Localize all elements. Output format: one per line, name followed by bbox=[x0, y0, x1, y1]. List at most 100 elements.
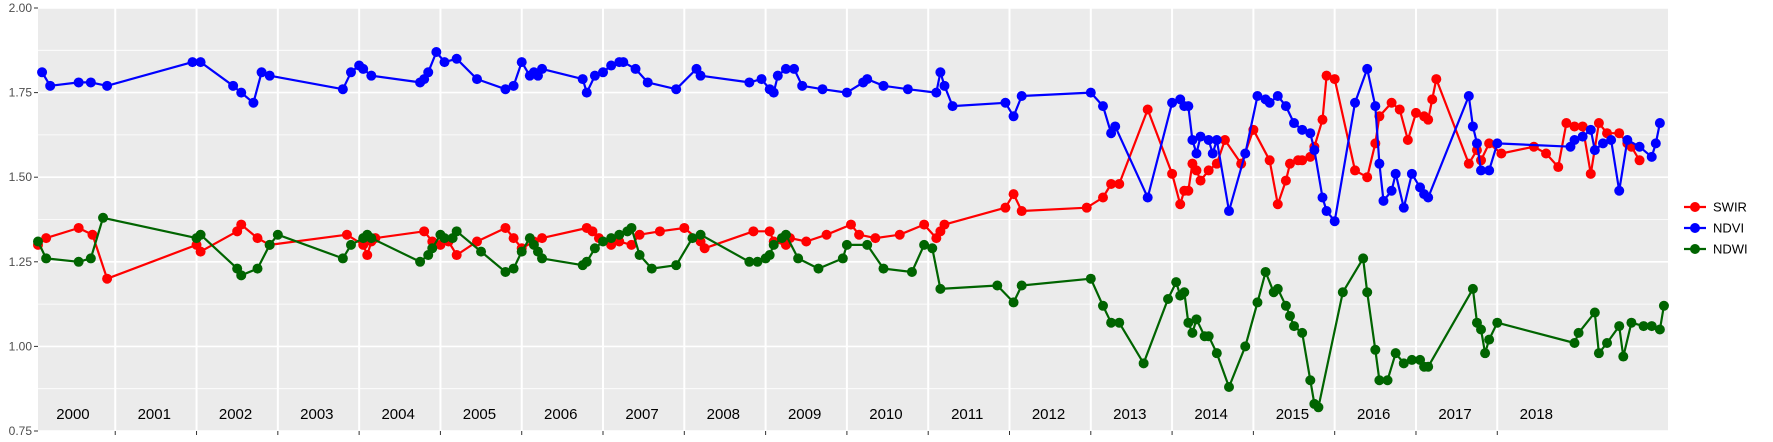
ndvi-point bbox=[236, 87, 247, 98]
ndwi-point bbox=[1618, 351, 1629, 362]
swir-point bbox=[1528, 141, 1539, 152]
ndwi-point bbox=[1272, 283, 1283, 294]
swir-point bbox=[500, 222, 511, 233]
ndvi-point bbox=[1097, 101, 1108, 112]
ndvi-point bbox=[1142, 192, 1153, 203]
swir-point bbox=[764, 226, 775, 237]
ndvi-point bbox=[598, 67, 609, 78]
ndvi-point bbox=[1654, 118, 1665, 129]
year-label: 2010 bbox=[869, 406, 902, 423]
swir-point bbox=[1203, 165, 1214, 176]
ndvi-point bbox=[630, 63, 641, 74]
swir-point bbox=[919, 219, 930, 230]
ndvi-point bbox=[1577, 131, 1588, 142]
swir-point bbox=[236, 219, 247, 230]
ndvi-point bbox=[797, 80, 808, 91]
swir-point bbox=[1219, 134, 1230, 145]
ndwi-point bbox=[606, 233, 617, 244]
ndvi-point bbox=[1297, 124, 1308, 135]
ndwi-point bbox=[1211, 348, 1222, 359]
ndwi-point bbox=[1163, 294, 1174, 305]
year-label: 2011 bbox=[951, 406, 983, 423]
ndvi-point bbox=[1167, 97, 1178, 108]
ndwi-point bbox=[1008, 297, 1019, 308]
ndwi-point bbox=[780, 229, 791, 240]
ndwi-point bbox=[508, 263, 519, 274]
swir-point bbox=[1585, 168, 1596, 179]
ndwi-point bbox=[1114, 317, 1125, 328]
ndwi-point bbox=[1382, 375, 1393, 386]
swir-point bbox=[1284, 158, 1295, 169]
ndwi-point bbox=[1097, 300, 1108, 311]
year-label: 2005 bbox=[463, 406, 496, 423]
swir-point bbox=[1106, 178, 1117, 189]
ndwi-point bbox=[614, 229, 625, 240]
swir-point bbox=[1329, 74, 1340, 85]
grid-lines bbox=[38, 7, 1668, 432]
ndvi-point bbox=[1471, 138, 1482, 149]
ndwi-point bbox=[1313, 402, 1324, 413]
ndwi-point bbox=[862, 239, 873, 250]
ndvi-point bbox=[1370, 101, 1381, 112]
ndwi-point bbox=[841, 239, 852, 250]
ndvi-point bbox=[1374, 158, 1385, 169]
swir-point bbox=[1097, 192, 1108, 203]
swir-point bbox=[1317, 114, 1328, 125]
ndvi-point bbox=[939, 80, 950, 91]
ndwi-point bbox=[451, 226, 462, 237]
ndwi-point bbox=[1183, 317, 1194, 328]
ndwi-point bbox=[1654, 324, 1665, 335]
swir-point bbox=[801, 236, 812, 247]
ndwi-point bbox=[813, 263, 824, 274]
year-label: 2018 bbox=[1520, 406, 1553, 423]
swir-point bbox=[1297, 155, 1308, 166]
ndvi-point bbox=[1406, 168, 1417, 179]
ndwi-point bbox=[1171, 277, 1182, 288]
swir-point bbox=[451, 250, 462, 261]
ndwi-point bbox=[1370, 344, 1381, 355]
ndwi-point bbox=[264, 239, 275, 250]
swir-point bbox=[419, 226, 430, 237]
ndvi-point bbox=[1272, 90, 1283, 101]
series-layer bbox=[33, 46, 1669, 413]
ndwi-point bbox=[73, 256, 84, 267]
swir-point bbox=[1431, 74, 1442, 85]
swir-point bbox=[1183, 185, 1194, 196]
ndvi-point bbox=[187, 57, 198, 68]
ndvi-point bbox=[581, 87, 592, 98]
ndvi-point bbox=[431, 46, 442, 57]
ndvi-point bbox=[1191, 148, 1202, 159]
series-ndwi bbox=[33, 212, 1669, 413]
ndvi-point bbox=[756, 74, 767, 85]
ndwi-point bbox=[337, 253, 348, 264]
ndvi-point bbox=[1569, 134, 1580, 145]
ndvi-point bbox=[1085, 87, 1096, 98]
ndvi-point bbox=[1240, 148, 1251, 159]
swir-point bbox=[1000, 202, 1011, 213]
ndwi-point bbox=[695, 229, 706, 240]
ndwi-point bbox=[1252, 297, 1263, 308]
ndvi-point bbox=[947, 101, 958, 112]
ndwi-point bbox=[687, 233, 698, 244]
ndvi-point bbox=[1252, 90, 1263, 101]
ndwi-point bbox=[1614, 321, 1625, 332]
ndwi-point bbox=[1573, 327, 1584, 338]
ndwi-point bbox=[927, 243, 938, 254]
ndwi-point bbox=[33, 236, 43, 247]
ndvi-point bbox=[1378, 195, 1389, 206]
ndvi-point bbox=[1223, 206, 1234, 217]
ndwi-point bbox=[935, 283, 946, 294]
swir-point bbox=[1167, 168, 1178, 179]
ndvi-point bbox=[1492, 138, 1503, 149]
ndvi-point bbox=[345, 67, 356, 78]
ndwi-point bbox=[1658, 300, 1669, 311]
ndwi-point bbox=[1476, 324, 1487, 335]
ndwi-point bbox=[1187, 327, 1198, 338]
ndvi-point bbox=[1000, 97, 1011, 108]
swir-point bbox=[1211, 158, 1222, 169]
ndvi-point bbox=[1211, 134, 1222, 145]
swir-point bbox=[1423, 114, 1434, 125]
ndwi-point bbox=[1638, 321, 1649, 332]
ndwi-point bbox=[1305, 375, 1316, 386]
ndwi-point bbox=[500, 266, 511, 277]
